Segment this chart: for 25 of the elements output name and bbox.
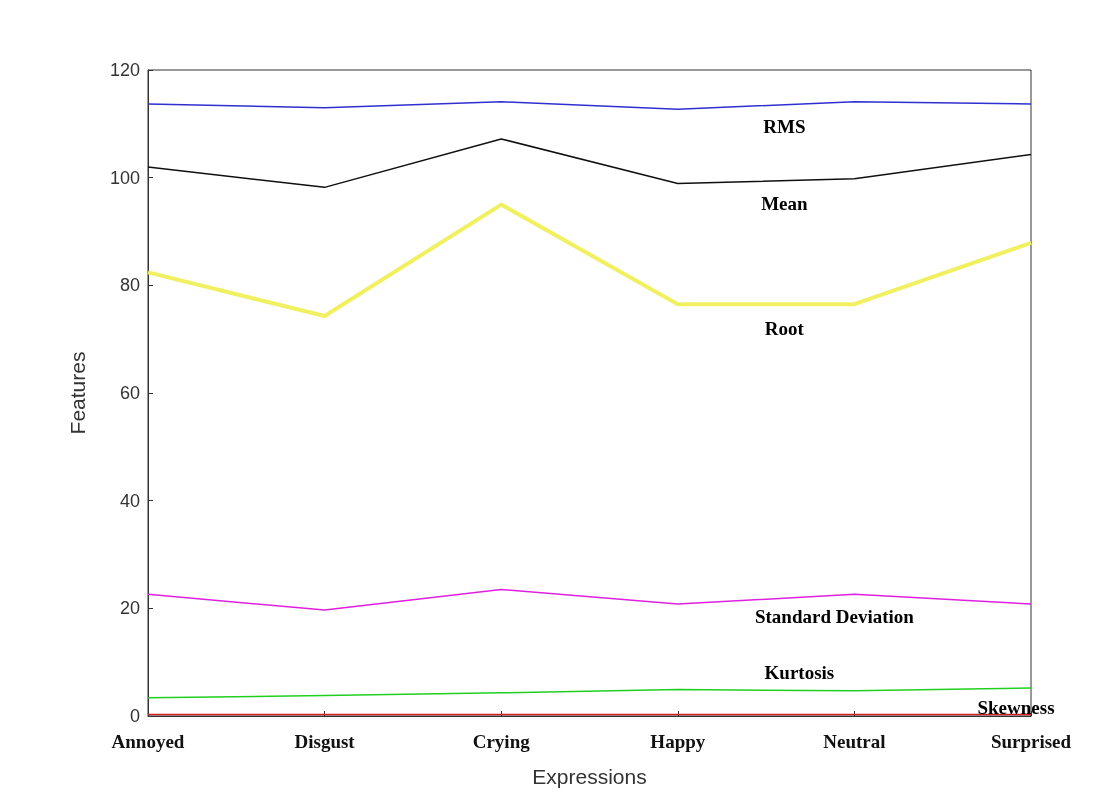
y-tick-label: 0: [129, 706, 140, 726]
series-label: Skewness: [977, 697, 1055, 719]
x-axis-title: Expressions: [532, 765, 647, 788]
x-tick-label: Annoyed: [111, 731, 185, 752]
line-series: [147, 101, 1032, 111]
x-tick-label: Surprised: [990, 731, 1072, 752]
series-label: Standard Deviation: [754, 606, 915, 628]
y-axis-title: Features: [66, 351, 89, 435]
y-tick-label: 60: [119, 383, 140, 403]
x-tick-label: Happy: [650, 731, 706, 752]
series-label: Kurtosis: [764, 661, 835, 683]
series-label: RMS: [763, 115, 806, 137]
series-label: Mean: [761, 192, 809, 214]
y-tick-label: 40: [119, 490, 140, 511]
x-tick-label: Disgust: [294, 731, 356, 752]
y-tick-label: 80: [119, 275, 140, 296]
line-series: [147, 687, 1032, 699]
y-tick-label: 20: [119, 598, 140, 619]
line-series: [147, 138, 1032, 189]
x-tick-label: Neutral: [823, 731, 886, 752]
y-tick-label: 100: [109, 167, 140, 188]
line-series: [147, 588, 1032, 611]
y-tick-label: 120: [109, 60, 140, 80]
x-tick-label: Crying: [472, 731, 531, 752]
series-label: Root: [764, 318, 805, 340]
